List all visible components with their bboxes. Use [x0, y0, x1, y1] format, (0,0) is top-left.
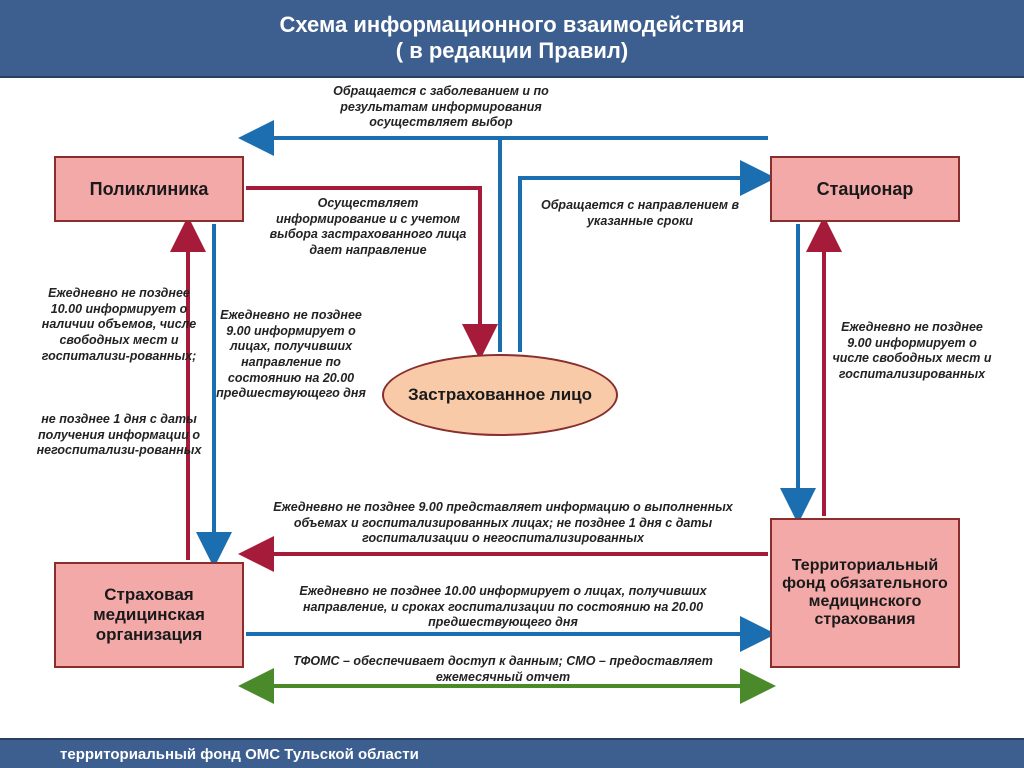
slide-footer: территориальный фонд ОМС Тульской област… — [0, 738, 1024, 768]
slide-header: Схема информационного взаимодействия ( в… — [0, 0, 1024, 78]
node-label: Стационар — [817, 179, 914, 200]
header-line2: ( в редакции Правил) — [396, 38, 628, 64]
header-line1: Схема информационного взаимодействия — [279, 12, 744, 38]
diagram-canvas: Поликлиника Стационар Застрахованное лиц… — [0, 78, 1024, 738]
annotation: Ежедневно не позднее 10.00 информирует о… — [32, 286, 206, 364]
node-tfoms: Территориальный фонд обязательного медиц… — [770, 518, 960, 668]
node-label: Застрахованное лицо — [408, 385, 592, 405]
footer-text: территориальный фонд ОМС Тульской област… — [60, 746, 419, 763]
annotation: Ежедневно не позднее 9.00 представляет и… — [268, 500, 738, 547]
annotation: Ежедневно не позднее 9.00 информирует о … — [828, 320, 996, 383]
node-polyclinic: Поликлиника — [54, 156, 244, 222]
annotation: Обращается с направлением в указанные ср… — [540, 198, 740, 229]
annotation: ТФОМС – обеспечивает доступ к данным; СМ… — [268, 654, 738, 685]
annotation: Ежедневно не позднее 10.00 информирует о… — [268, 584, 738, 631]
node-hospital: Стационар — [770, 156, 960, 222]
annotation: Ежедневно не позднее 9.00 информирует о … — [216, 308, 366, 402]
annotation: Осуществляет информирование и с учетом в… — [268, 196, 468, 259]
node-smo: Страховая медицинская организация — [54, 562, 244, 668]
node-insured: Застрахованное лицо — [382, 354, 618, 436]
annotation: Обращается с заболеванием и по результат… — [296, 84, 586, 131]
annotation: не позднее 1 дня с даты получения информ… — [32, 412, 206, 459]
node-label: Территориальный фонд обязательного медиц… — [778, 557, 952, 629]
node-label: Страховая медицинская организация — [62, 585, 236, 645]
node-label: Поликлиника — [90, 179, 209, 200]
